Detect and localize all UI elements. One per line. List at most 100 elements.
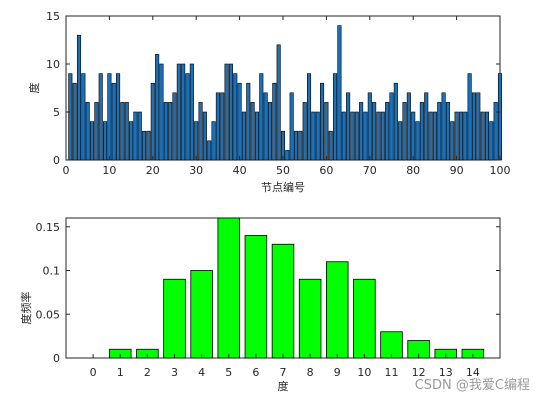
top-bar-20	[150, 82, 155, 161]
degree-per-node-chart: 0 10 20 30 40 50 60 70 80 90 100 0 5 10 15 节点编号 度	[27, 10, 511, 194]
top-x-tick-label: 100	[490, 164, 511, 177]
top-bar-47	[267, 102, 273, 161]
top-bar-63	[337, 25, 342, 161]
bottom-bar-5	[217, 217, 240, 359]
top-bar-33	[207, 140, 212, 161]
top-bar-82	[419, 102, 424, 161]
top-bar-9	[103, 121, 108, 161]
top-y-tick-label: 0	[53, 154, 60, 167]
top-bar-10	[107, 73, 112, 161]
bottom-x-tick-label: 9	[334, 366, 341, 379]
top-bar-88	[445, 102, 450, 161]
top-bar-12	[116, 73, 121, 161]
bottom-bar-10	[353, 278, 376, 359]
top-bars	[68, 25, 503, 161]
top-bar-31	[198, 102, 203, 161]
bottom-bar-7	[271, 243, 295, 359]
top-x-tick-label: 50	[276, 164, 290, 177]
bottom-bar-9	[325, 261, 349, 359]
top-bar-11	[111, 82, 116, 161]
top-bar-21	[155, 54, 160, 161]
bottom-x-ticks: 0 1 2 3 4 5 6 7 8 9 10 11 12 13 14	[90, 354, 480, 379]
top-bar-71	[372, 102, 377, 161]
bottom-x-tick-label: 7	[280, 366, 287, 379]
bottom-x-tick-label: 3	[171, 366, 178, 379]
top-y-axis-label: 度	[27, 83, 41, 94]
top-x-tick-label: 30	[189, 164, 203, 177]
top-x-tick-label: 60	[319, 164, 333, 177]
top-bar-30	[194, 121, 199, 161]
top-bar-39	[233, 73, 238, 161]
top-bar-85	[432, 111, 437, 161]
bottom-x-tick-label: 1	[117, 366, 124, 379]
top-bar-73	[380, 111, 385, 161]
top-y-ticks: 0 5 10 15	[46, 10, 500, 167]
top-bar-62	[333, 73, 338, 161]
top-bar-87	[441, 92, 446, 161]
bottom-x-tick-label: 10	[357, 366, 371, 379]
top-bar-18	[142, 130, 147, 161]
top-bar-42	[246, 82, 251, 161]
top-bar-32	[202, 111, 207, 161]
degree-distribution-chart: 0 1 2 3 4 5 6 7 8 9 10 11 12 13 14 00.050.10.15 度 度频率	[19, 217, 501, 393]
top-bar-37	[224, 63, 229, 161]
top-bar-53	[293, 130, 299, 161]
top-bar-38	[228, 63, 233, 161]
top-bar-36	[220, 92, 225, 161]
top-bar-6	[90, 121, 95, 161]
top-bar-97	[484, 111, 490, 161]
top-bar-64	[341, 111, 346, 161]
top-bar-4	[81, 73, 86, 161]
top-bar-46	[263, 92, 268, 161]
bottom-bar-3	[163, 278, 186, 359]
top-bar-96	[480, 111, 485, 161]
bottom-bar-4	[190, 270, 213, 359]
top-bar-45	[259, 73, 264, 161]
top-x-ticks: 0 10 20 30 40 50 60 70 80 90 100	[63, 16, 511, 177]
bottom-x-tick-label: 12	[412, 366, 426, 379]
top-bar-77	[398, 121, 403, 161]
top-y-tick-label: 10	[46, 58, 60, 71]
top-bar-66	[350, 111, 355, 161]
bottom-x-tick-label: 2	[144, 366, 151, 379]
top-bar-51	[285, 150, 290, 161]
top-bar-78	[402, 102, 407, 161]
top-bar-48	[272, 82, 277, 161]
top-bar-79	[406, 92, 411, 161]
top-x-tick-label: 70	[363, 164, 377, 177]
top-bar-80	[411, 111, 416, 161]
top-bar-49	[276, 44, 281, 161]
bottom-bars	[109, 217, 485, 359]
bottom-x-tick-label: 13	[439, 366, 453, 379]
bottom-x-tick-label: 6	[252, 366, 259, 379]
top-bar-28	[185, 73, 190, 161]
top-bar-98	[489, 121, 494, 161]
top-bar-99	[493, 102, 498, 161]
top-bar-72	[376, 111, 381, 161]
top-bar-83	[424, 92, 429, 161]
top-bar-35	[215, 92, 220, 161]
top-bar-81	[415, 121, 420, 161]
bottom-bar-6	[244, 235, 268, 359]
bottom-y-axis-label: 度频率	[19, 292, 33, 325]
top-bar-59	[320, 82, 325, 161]
top-bar-74	[385, 102, 390, 161]
top-bar-25	[172, 92, 177, 161]
top-bar-69	[363, 111, 368, 161]
top-bar-94	[471, 92, 476, 161]
bottom-x-tick-label: 4	[198, 366, 205, 379]
bottom-x-tick-label: 14	[466, 366, 480, 379]
bottom-x-tick-label: 5	[225, 366, 232, 379]
top-x-tick-label: 20	[146, 164, 160, 177]
top-bar-5	[85, 102, 90, 161]
top-bar-84	[428, 111, 433, 161]
top-bar-52	[289, 92, 294, 161]
top-bar-40	[237, 82, 242, 161]
top-x-tick-label: 0	[63, 164, 70, 177]
top-bar-17	[137, 111, 142, 161]
top-bar-14	[124, 102, 129, 161]
top-bar-86	[437, 102, 442, 161]
bottom-y-tick-label: 0.15	[36, 221, 61, 234]
top-bar-90	[454, 111, 459, 161]
